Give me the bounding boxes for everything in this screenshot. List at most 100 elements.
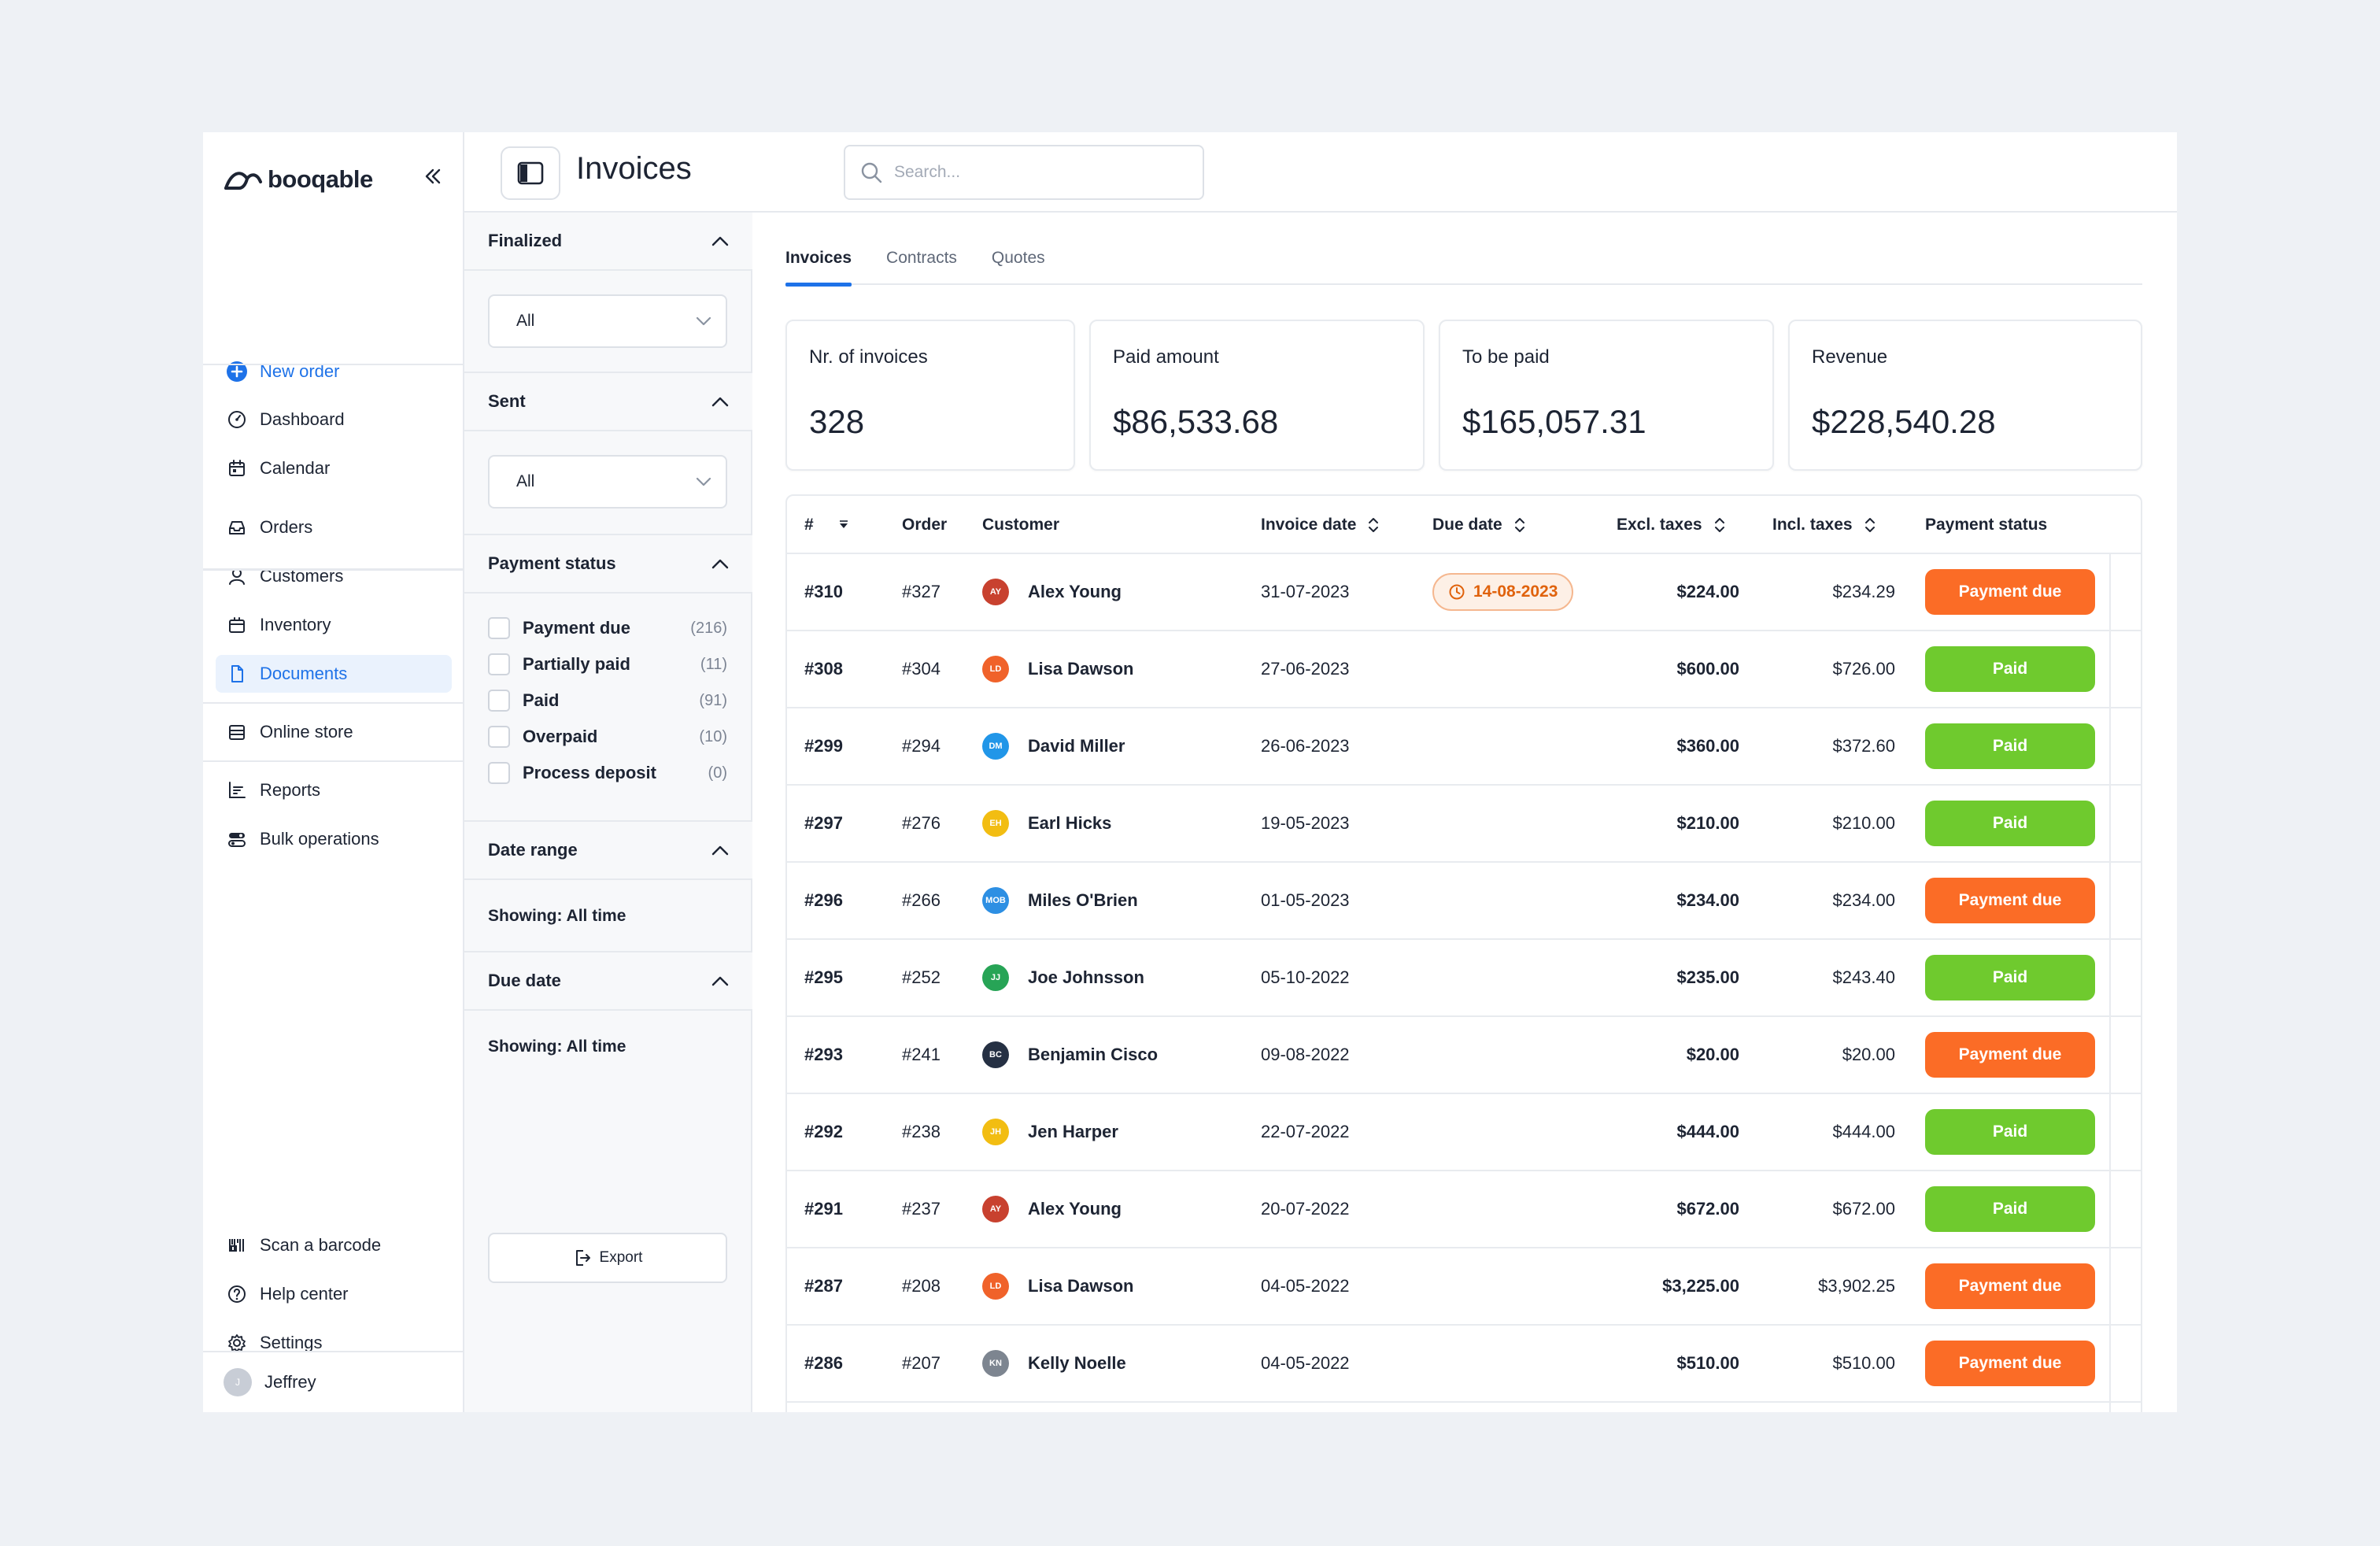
tab-quotes[interactable]: Quotes	[991, 249, 1045, 267]
payment-status-option-overpaid[interactable]: Overpaid (10)	[488, 724, 727, 749]
user-name: Jeffrey	[264, 1372, 316, 1392]
brand-name: booqable	[268, 165, 373, 193]
filter-title: Sent	[488, 391, 526, 411]
payment-status-option-payment-due[interactable]: Payment due (216)	[488, 616, 727, 641]
store-icon	[229, 725, 245, 740]
payment-status-badge[interactable]: Paid	[1925, 1109, 2095, 1155]
table-row[interactable]: #297 #276 EH Earl Hicks 19-05-2023 $210.00 $21…	[787, 786, 2141, 863]
filter-date-range-header[interactable]: Date range	[464, 822, 752, 880]
payment-status-badge[interactable]: Paid	[1925, 801, 2095, 846]
calendar-icon	[229, 460, 245, 476]
search-icon	[861, 162, 882, 183]
customer-cell[interactable]: MOB Miles O'Brien	[982, 863, 1138, 938]
column-header-incl-taxes[interactable]: Incl. taxes	[1772, 496, 1876, 554]
sidebar-item-reports[interactable]: Reports	[216, 771, 452, 809]
sent-select[interactable]: All	[488, 455, 727, 509]
payment-status-option-partially-paid[interactable]: Partially paid (11)	[488, 652, 727, 677]
payment-status-badge[interactable]: Payment due	[1925, 1263, 2095, 1309]
payment-status-badge[interactable]: Payment due	[1925, 878, 2095, 923]
table-row[interactable]: #287 #208 LD Lisa Dawson 04-05-2022 $3,225.00…	[787, 1248, 2141, 1326]
document-icon	[231, 665, 243, 682]
search-box[interactable]	[844, 145, 1204, 200]
avatar: BC	[982, 1041, 1009, 1068]
payment-status-badge[interactable]: Payment due	[1925, 1032, 2095, 1078]
payment-status-badge[interactable]: Payment due	[1925, 569, 2095, 615]
excl-taxes: $600.00	[1676, 659, 1739, 679]
tab-invoices[interactable]: Invoices	[785, 241, 852, 287]
sidebar-item-bulk-operations[interactable]: Bulk operations	[216, 820, 452, 858]
sidebar-item-online-store[interactable]: Online store	[216, 713, 452, 751]
customer-name: Alex Young	[1028, 582, 1122, 601]
customer-cell[interactable]: JJ Joe Johnsson	[982, 940, 1144, 1015]
table-row[interactable]: #310 #327 AY Alex Young 31-07-2023 14-08-2023…	[787, 554, 2141, 631]
sidebar-item-label: Settings	[260, 1333, 323, 1352]
checkbox[interactable]	[488, 726, 510, 748]
checkbox[interactable]	[488, 617, 510, 639]
sidebar-item-orders[interactable]: Orders	[216, 509, 452, 546]
sidebar-item-label: Online store	[260, 722, 353, 742]
user-profile[interactable]: J Jeffrey	[224, 1368, 316, 1396]
sidebar-item-settings[interactable]: Settings	[216, 1324, 452, 1362]
sidebar-item-new-order[interactable]: New order	[216, 353, 452, 390]
brand-logo[interactable]: booqable	[224, 156, 373, 203]
column-header-number[interactable]: #	[804, 496, 850, 554]
chart-icon	[229, 782, 246, 798]
finalized-select[interactable]: All	[488, 294, 727, 348]
sidebar-item-documents[interactable]: Documents	[216, 655, 452, 693]
payment-status-badge[interactable]: Paid	[1925, 646, 2095, 692]
sort-icon	[1864, 518, 1875, 532]
table-row[interactable]: #292 #238 JH Jen Harper 22-07-2022 $444.00 $44…	[787, 1094, 2141, 1171]
customer-cell[interactable]: JH Jen Harper	[982, 1094, 1118, 1170]
customer-cell[interactable]: KN Kelly Noelle	[982, 1326, 1126, 1401]
sidebar-item-scan-barcode[interactable]: Scan a barcode	[216, 1226, 452, 1264]
table-row[interactable]: #286 #207 KN Kelly Noelle 04-05-2022 $510.00 $…	[787, 1326, 2141, 1403]
search-input[interactable]	[894, 163, 1193, 182]
payment-status-badge[interactable]: Paid	[1925, 1186, 2095, 1232]
option-count: (216)	[690, 619, 727, 637]
payment-status-option-paid[interactable]: Paid (91)	[488, 688, 727, 713]
table-row[interactable]: #293 #241 BC Benjamin Cisco 09-08-2022 $20.00…	[787, 1017, 2141, 1094]
invoice-date: 31-07-2023	[1261, 582, 1350, 601]
tab-contracts[interactable]: Contracts	[886, 249, 957, 267]
customer-cell[interactable]: BC Benjamin Cisco	[982, 1017, 1158, 1093]
column-header-due-date[interactable]: Due date	[1432, 496, 1526, 554]
customer-cell[interactable]: DM David Miller	[982, 708, 1125, 784]
customer-cell[interactable]: EH Earl Hicks	[982, 786, 1111, 861]
payment-status-badge[interactable]: Paid	[1925, 723, 2095, 769]
payment-status-badge[interactable]: Payment due	[1925, 1341, 2095, 1386]
table-row[interactable]: #295 #252 JJ Joe Johnsson 05-10-2022 $235.00 $…	[787, 940, 2141, 1017]
checkbox[interactable]	[488, 762, 510, 784]
sidebar-item-inventory[interactable]: Inventory	[216, 606, 452, 644]
sidebar-item-calendar[interactable]: Calendar	[216, 449, 452, 487]
payment-status-cell: Paid	[1925, 708, 2095, 784]
table-row[interactable]: #296 #266 MOB Miles O'Brien 01-05-2023 $234.0…	[787, 863, 2141, 940]
sidebar-item-help-center[interactable]: Help center	[216, 1275, 452, 1313]
toggle-filter-panel-button[interactable]	[501, 146, 560, 200]
table-row[interactable]: #291 #237 AY Alex Young 20-07-2022 $672.00 $67…	[787, 1171, 2141, 1248]
plus-circle-icon	[227, 361, 247, 382]
column-header-excl-taxes[interactable]: Excl. taxes	[1617, 496, 1726, 554]
payment-status-badge[interactable]: Paid	[1925, 955, 2095, 1000]
export-button[interactable]: Export	[488, 1233, 727, 1283]
customer-cell[interactable]: AY Alex Young	[982, 554, 1122, 630]
filter-finalized-header[interactable]: Finalized	[464, 213, 752, 271]
sidebar-item-customers[interactable]: Customers	[216, 557, 452, 595]
customer-cell[interactable]: AY Alex Young	[982, 1171, 1122, 1247]
checkbox[interactable]	[488, 690, 510, 712]
checkbox[interactable]	[488, 653, 510, 675]
filter-payment-status-header[interactable]: Payment status	[464, 535, 752, 594]
date-range-showing: Showing: All time	[488, 907, 626, 925]
sidebar-item-dashboard[interactable]: Dashboard	[216, 401, 452, 438]
table-row[interactable]: #299 #294 DM David Miller 26-06-2023 $360.00 $…	[787, 708, 2141, 786]
option-count: (10)	[699, 727, 727, 745]
filter-due-date-header[interactable]: Due date	[464, 952, 752, 1011]
payment-status-option-process-deposit[interactable]: Process deposit (0)	[488, 760, 727, 786]
column-header-invoice-date[interactable]: Invoice date	[1261, 496, 1380, 554]
collapse-sidebar-button[interactable]	[416, 159, 450, 194]
booqable-logo-icon	[224, 172, 262, 190]
table-row[interactable]: #308 #304 LD Lisa Dawson 27-06-2023 $600.00 $7…	[787, 631, 2141, 708]
payment-status-cell: Paid	[1925, 1171, 2095, 1247]
customer-cell[interactable]: LD Lisa Dawson	[982, 1248, 1133, 1324]
customer-cell[interactable]: LD Lisa Dawson	[982, 631, 1133, 707]
filter-sent-header[interactable]: Sent	[464, 373, 752, 431]
